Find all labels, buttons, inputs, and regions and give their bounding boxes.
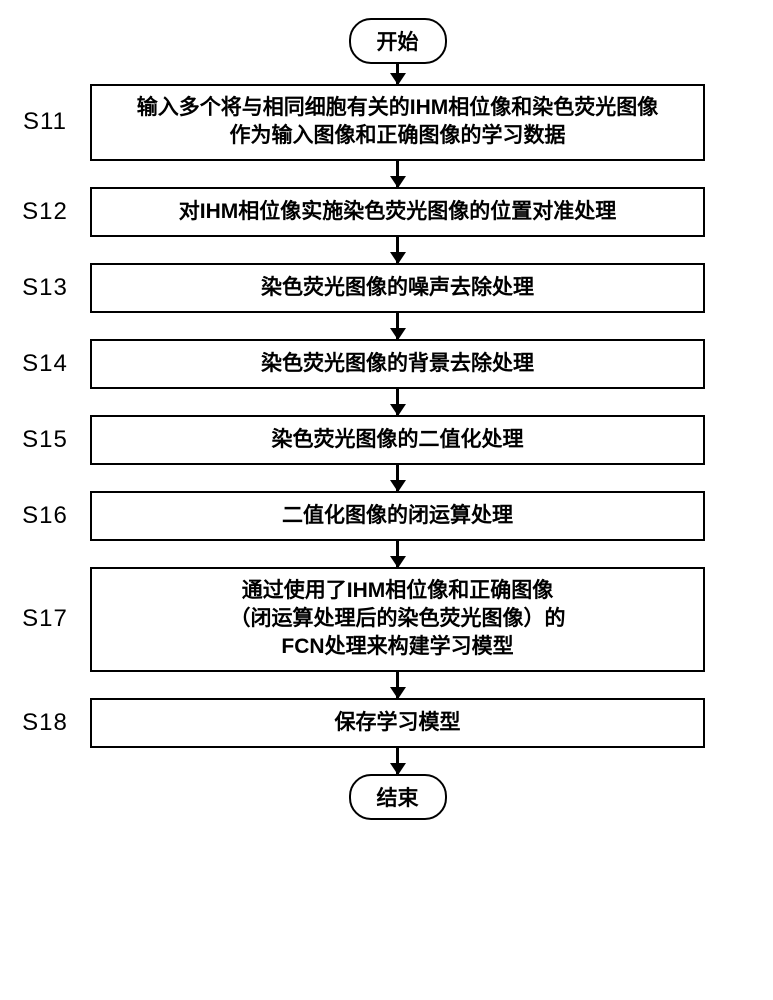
arrow-wrapper xyxy=(0,161,773,187)
arrow xyxy=(396,237,399,263)
step-label: S11 xyxy=(0,108,90,136)
start-terminal: 开始 xyxy=(349,18,447,64)
step-row: S17通过使用了IHM相位像和正确图像（闭运算处理后的染色荧光图像）的FCN处理… xyxy=(0,567,773,672)
arrow-wrapper xyxy=(0,237,773,263)
step-label: S17 xyxy=(0,605,90,633)
arrow xyxy=(396,161,399,187)
step-label: S14 xyxy=(0,350,90,378)
process-box: 染色荧光图像的二值化处理 xyxy=(90,415,705,465)
arrow xyxy=(396,748,399,774)
arrow xyxy=(396,672,399,698)
arrow-wrapper xyxy=(0,672,773,698)
flowchart-container: 开始 S11输入多个将与相同细胞有关的IHM相位像和染色荧光图像作为输入图像和正… xyxy=(0,0,773,820)
arrow xyxy=(396,389,399,415)
process-box: 保存学习模型 xyxy=(90,698,705,748)
step-row: S15染色荧光图像的二值化处理 xyxy=(0,415,773,465)
process-box: 输入多个将与相同细胞有关的IHM相位像和染色荧光图像作为输入图像和正确图像的学习… xyxy=(90,84,705,161)
process-box: 对IHM相位像实施染色荧光图像的位置对准处理 xyxy=(90,187,705,237)
step-row: S14染色荧光图像的背景去除处理 xyxy=(0,339,773,389)
end-terminal: 结束 xyxy=(349,774,447,820)
arrow xyxy=(396,465,399,491)
process-box: 染色荧光图像的噪声去除处理 xyxy=(90,263,705,313)
arrow xyxy=(396,541,399,567)
arrow-wrapper xyxy=(0,313,773,339)
process-box: 二值化图像的闭运算处理 xyxy=(90,491,705,541)
arrow xyxy=(396,313,399,339)
arrow-wrapper xyxy=(0,389,773,415)
process-box: 染色荧光图像的背景去除处理 xyxy=(90,339,705,389)
step-label: S12 xyxy=(0,198,90,226)
arrow-wrapper xyxy=(0,465,773,491)
step-label: S13 xyxy=(0,274,90,302)
step-row: S16二值化图像的闭运算处理 xyxy=(0,491,773,541)
step-label: S15 xyxy=(0,426,90,454)
step-row: S12对IHM相位像实施染色荧光图像的位置对准处理 xyxy=(0,187,773,237)
process-box: 通过使用了IHM相位像和正确图像（闭运算处理后的染色荧光图像）的FCN处理来构建… xyxy=(90,567,705,672)
step-row: S18保存学习模型 xyxy=(0,698,773,748)
step-label: S16 xyxy=(0,502,90,530)
step-row: S13染色荧光图像的噪声去除处理 xyxy=(0,263,773,313)
arrow-wrapper xyxy=(0,541,773,567)
arrow-wrapper xyxy=(0,748,773,774)
arrow xyxy=(396,64,399,84)
step-label: S18 xyxy=(0,709,90,737)
step-row: S11输入多个将与相同细胞有关的IHM相位像和染色荧光图像作为输入图像和正确图像… xyxy=(0,84,773,161)
